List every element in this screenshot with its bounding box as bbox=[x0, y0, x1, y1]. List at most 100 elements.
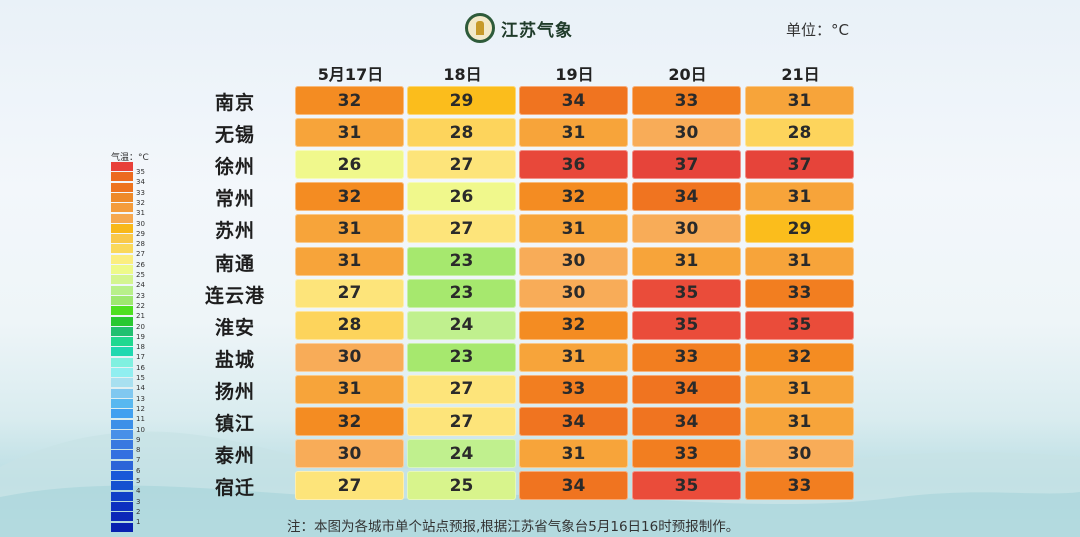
heatmap-cell: 34 bbox=[519, 471, 628, 501]
heatmap-cell: 23 bbox=[407, 246, 516, 276]
legend-tick: 34 bbox=[136, 178, 145, 187]
heatmap-cell: 35 bbox=[632, 310, 741, 340]
legend-swatch bbox=[111, 398, 133, 408]
heatmap-cell: 30 bbox=[295, 342, 404, 372]
heatmap-cell: 37 bbox=[632, 150, 741, 180]
legend-swatch bbox=[111, 234, 133, 244]
legend-tick: 33 bbox=[136, 188, 145, 197]
heatmap-cell: 24 bbox=[407, 310, 516, 340]
legend-swatch bbox=[111, 501, 133, 511]
legend-tick: 27 bbox=[136, 250, 145, 259]
row-label: 淮安 bbox=[214, 316, 255, 339]
legend-tick: 1 bbox=[136, 518, 141, 527]
legend-tick: 26 bbox=[136, 260, 145, 269]
legend-tick: 22 bbox=[136, 301, 145, 310]
legend-tick: 2 bbox=[136, 507, 141, 516]
legend-tick: 10 bbox=[136, 425, 145, 434]
row-label: 镇江 bbox=[214, 413, 255, 435]
legend-swatch bbox=[111, 172, 133, 182]
logo: 江苏气象 bbox=[465, 13, 573, 43]
heatmap-cell: 32 bbox=[519, 310, 628, 340]
legend-swatch bbox=[111, 162, 133, 171]
heatmap-cell: 32 bbox=[295, 86, 404, 115]
heatmap-cell: 35 bbox=[632, 471, 741, 501]
heatmap-cell: 31 bbox=[295, 246, 404, 276]
heatmap-cell: 32 bbox=[745, 342, 854, 372]
heatmap-cell: 23 bbox=[407, 342, 516, 372]
row-label: 徐州 bbox=[214, 156, 255, 179]
legend-tick: 15 bbox=[136, 374, 145, 382]
heatmap-cell: 27 bbox=[295, 471, 404, 501]
legend-swatch bbox=[111, 481, 133, 491]
heatmap-cell: 33 bbox=[519, 374, 628, 404]
heatmap-cell: 32 bbox=[295, 182, 404, 212]
heatmap-cell: 33 bbox=[745, 471, 854, 501]
row-label: 无锡 bbox=[214, 124, 255, 147]
column-header: 18日 bbox=[443, 65, 482, 84]
heatmap-cell: 31 bbox=[632, 246, 741, 276]
legend-swatch bbox=[111, 192, 133, 202]
legend-tick: 21 bbox=[136, 312, 145, 321]
legend-swatch bbox=[111, 285, 133, 295]
heatmap-cell: 34 bbox=[519, 407, 628, 436]
legend-swatch bbox=[111, 295, 133, 305]
legend-tick: 30 bbox=[136, 219, 145, 228]
heatmap-cell: 37 bbox=[745, 150, 854, 180]
legend-swatch bbox=[111, 326, 133, 336]
legend-tick: 7 bbox=[136, 456, 141, 465]
unit-label: 单位：°C bbox=[786, 21, 849, 39]
legend-tick: 28 bbox=[136, 240, 145, 249]
heatmap-cell: 30 bbox=[519, 278, 628, 308]
heatmap-cell: 32 bbox=[295, 407, 404, 436]
heatmap-cell: 29 bbox=[745, 214, 854, 244]
legend-tick: 31 bbox=[136, 209, 145, 218]
heatmap-cell: 35 bbox=[745, 310, 854, 340]
heatmap-cell: 30 bbox=[295, 439, 404, 469]
legend-tick: 29 bbox=[136, 229, 145, 238]
heatmap-cell: 31 bbox=[295, 118, 404, 148]
legend-swatch bbox=[111, 419, 133, 429]
row-label: 南京 bbox=[214, 92, 255, 114]
legend-swatch bbox=[111, 378, 133, 388]
heatmap-cell: 31 bbox=[519, 214, 628, 244]
legend-tick: 18 bbox=[136, 343, 145, 352]
legend-title: 气温：°C bbox=[111, 153, 149, 163]
heatmap-cell: 31 bbox=[745, 374, 854, 404]
row-label: 连云港 bbox=[204, 284, 265, 307]
heatmap-cell: 28 bbox=[295, 310, 404, 340]
heatmap-cell: 31 bbox=[519, 342, 628, 372]
heatmap-cell: 30 bbox=[632, 214, 741, 244]
column-header: 20日 bbox=[668, 65, 707, 84]
heatmap-cell: 31 bbox=[745, 246, 854, 276]
heatmap-cell: 30 bbox=[745, 439, 854, 469]
legend-tick: 32 bbox=[136, 198, 145, 207]
heatmap-cell: 27 bbox=[407, 407, 516, 436]
legend-tick: 25 bbox=[136, 271, 145, 279]
column-header: 5月17日 bbox=[317, 65, 384, 84]
heatmap-cell: 33 bbox=[632, 86, 741, 115]
legend-tick: 23 bbox=[136, 291, 145, 300]
legend-swatch bbox=[111, 440, 133, 450]
heatmap-cell: 27 bbox=[407, 374, 516, 404]
legend-tick: 35 bbox=[136, 168, 145, 176]
footnote: 注：本图为各城市单个站点预报,根据江苏省气象台5月16日16时预报制作。 bbox=[287, 519, 740, 535]
heatmap-cell: 30 bbox=[632, 118, 741, 148]
legend-tick: 5 bbox=[136, 477, 141, 485]
row-label: 盐城 bbox=[214, 348, 255, 371]
heatmap-cell: 31 bbox=[519, 439, 628, 469]
legend-swatch bbox=[111, 275, 133, 285]
legend-tick: 4 bbox=[136, 487, 141, 496]
heatmap-cell: 34 bbox=[632, 182, 741, 212]
heatmap-cell: 31 bbox=[519, 118, 628, 148]
heatmap-cell: 25 bbox=[407, 471, 516, 501]
heatmap-cell: 31 bbox=[295, 374, 404, 404]
heatmap-cell: 24 bbox=[407, 439, 516, 469]
row-label: 常州 bbox=[214, 188, 255, 211]
heatmap-cell: 27 bbox=[407, 150, 516, 180]
legend-swatch bbox=[111, 522, 133, 532]
row-label: 泰州 bbox=[214, 445, 255, 468]
legend-tick: 17 bbox=[136, 353, 145, 362]
heatmap-cell: 31 bbox=[745, 407, 854, 436]
row-label: 宿迁 bbox=[214, 477, 255, 500]
heatmap-cell: 33 bbox=[632, 439, 741, 469]
